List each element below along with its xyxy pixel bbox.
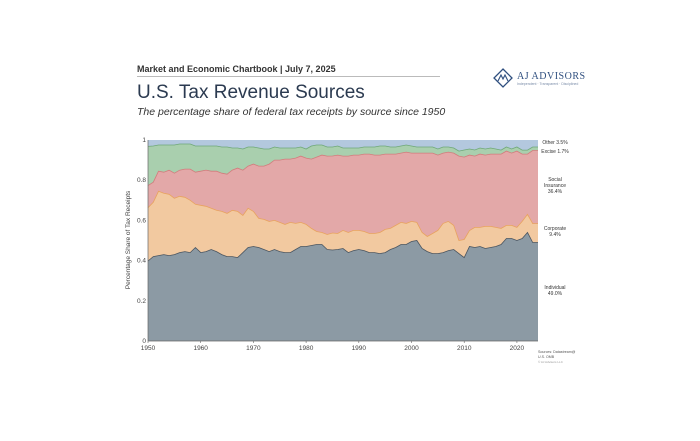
area-other <box>148 140 538 152</box>
copyright-footnote: © AJ Advisors LLC <box>538 360 564 364</box>
y-ticks: 0 0.2 0.4 0.6 0.8 1 <box>137 137 146 345</box>
page-title: U.S. Tax Revenue Sources <box>137 82 365 103</box>
diamond-logo-icon <box>493 68 513 88</box>
x-tick-label: 1970 <box>246 345 261 352</box>
series-label-corporate: Corporate 9.4% <box>544 226 566 238</box>
series-label-individual: Individual 49.0% <box>544 285 565 297</box>
area-corporate <box>148 191 538 261</box>
source-line-2: U.S. OMB <box>538 355 555 359</box>
boundary-line-individual <box>147 231 538 262</box>
y-axis-label: Percentage Share of Tax Receipts <box>125 190 132 289</box>
stacked-areas <box>147 140 538 341</box>
area-excise <box>148 144 538 186</box>
source-line-1: Sources: Datastream@ <box>538 350 576 354</box>
header-divider <box>137 76 440 77</box>
y-tick-label: 0.4 <box>137 258 146 265</box>
x-tick-label: 2000 <box>404 345 419 352</box>
y-tick-label: 0 <box>142 338 146 345</box>
x-tick-label: 2010 <box>457 345 472 352</box>
brand-tagline: Independent · Transparent · Disciplined <box>517 81 579 86</box>
boundary-line-corporate <box>147 190 538 241</box>
y-tick-label: 1 <box>142 137 146 144</box>
area-social-insurance <box>148 150 538 241</box>
x-tick-label: 1960 <box>193 345 208 352</box>
x-tick-label: 1950 <box>141 345 156 352</box>
x-tick-label: 1980 <box>299 345 314 352</box>
y-tick-label: 0.6 <box>137 217 146 224</box>
boundary-line-excise <box>147 143 538 152</box>
series-labels: Individual 49.0% Corporate 9.4% Social Insura… <box>541 140 569 297</box>
x-tick-label: 1990 <box>352 345 367 352</box>
boundary-line-social-insurance <box>147 150 538 186</box>
x-tick-label: 2020 <box>510 345 525 352</box>
series-label-excise: Excise 1.7% <box>541 149 569 155</box>
chartbook-kicker: Market and Economic Chartbook | July 7, … <box>137 64 336 74</box>
area-individual <box>148 232 538 341</box>
series-label-other: Other 3.5% <box>542 140 568 146</box>
brand-name: AJ ADVISORS <box>517 70 586 82</box>
series-label-social-insurance: Social Insurance 36.4% <box>544 177 566 195</box>
y-tick-label: 0.2 <box>137 298 146 305</box>
x-ticks: 1950 1960 1970 1980 1990 2000 2010 2020 <box>141 341 525 352</box>
page-subtitle: The percentage share of federal tax rece… <box>137 106 446 118</box>
y-tick-label: 0.8 <box>137 177 146 184</box>
brand-logo: AJ ADVISORS Independent · Transparent · … <box>493 68 586 88</box>
